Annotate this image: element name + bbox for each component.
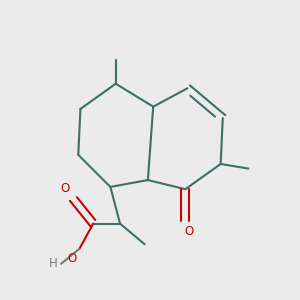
Text: O: O bbox=[67, 252, 76, 265]
Text: O: O bbox=[184, 224, 193, 238]
Text: O: O bbox=[61, 182, 70, 195]
Text: H: H bbox=[49, 257, 58, 270]
